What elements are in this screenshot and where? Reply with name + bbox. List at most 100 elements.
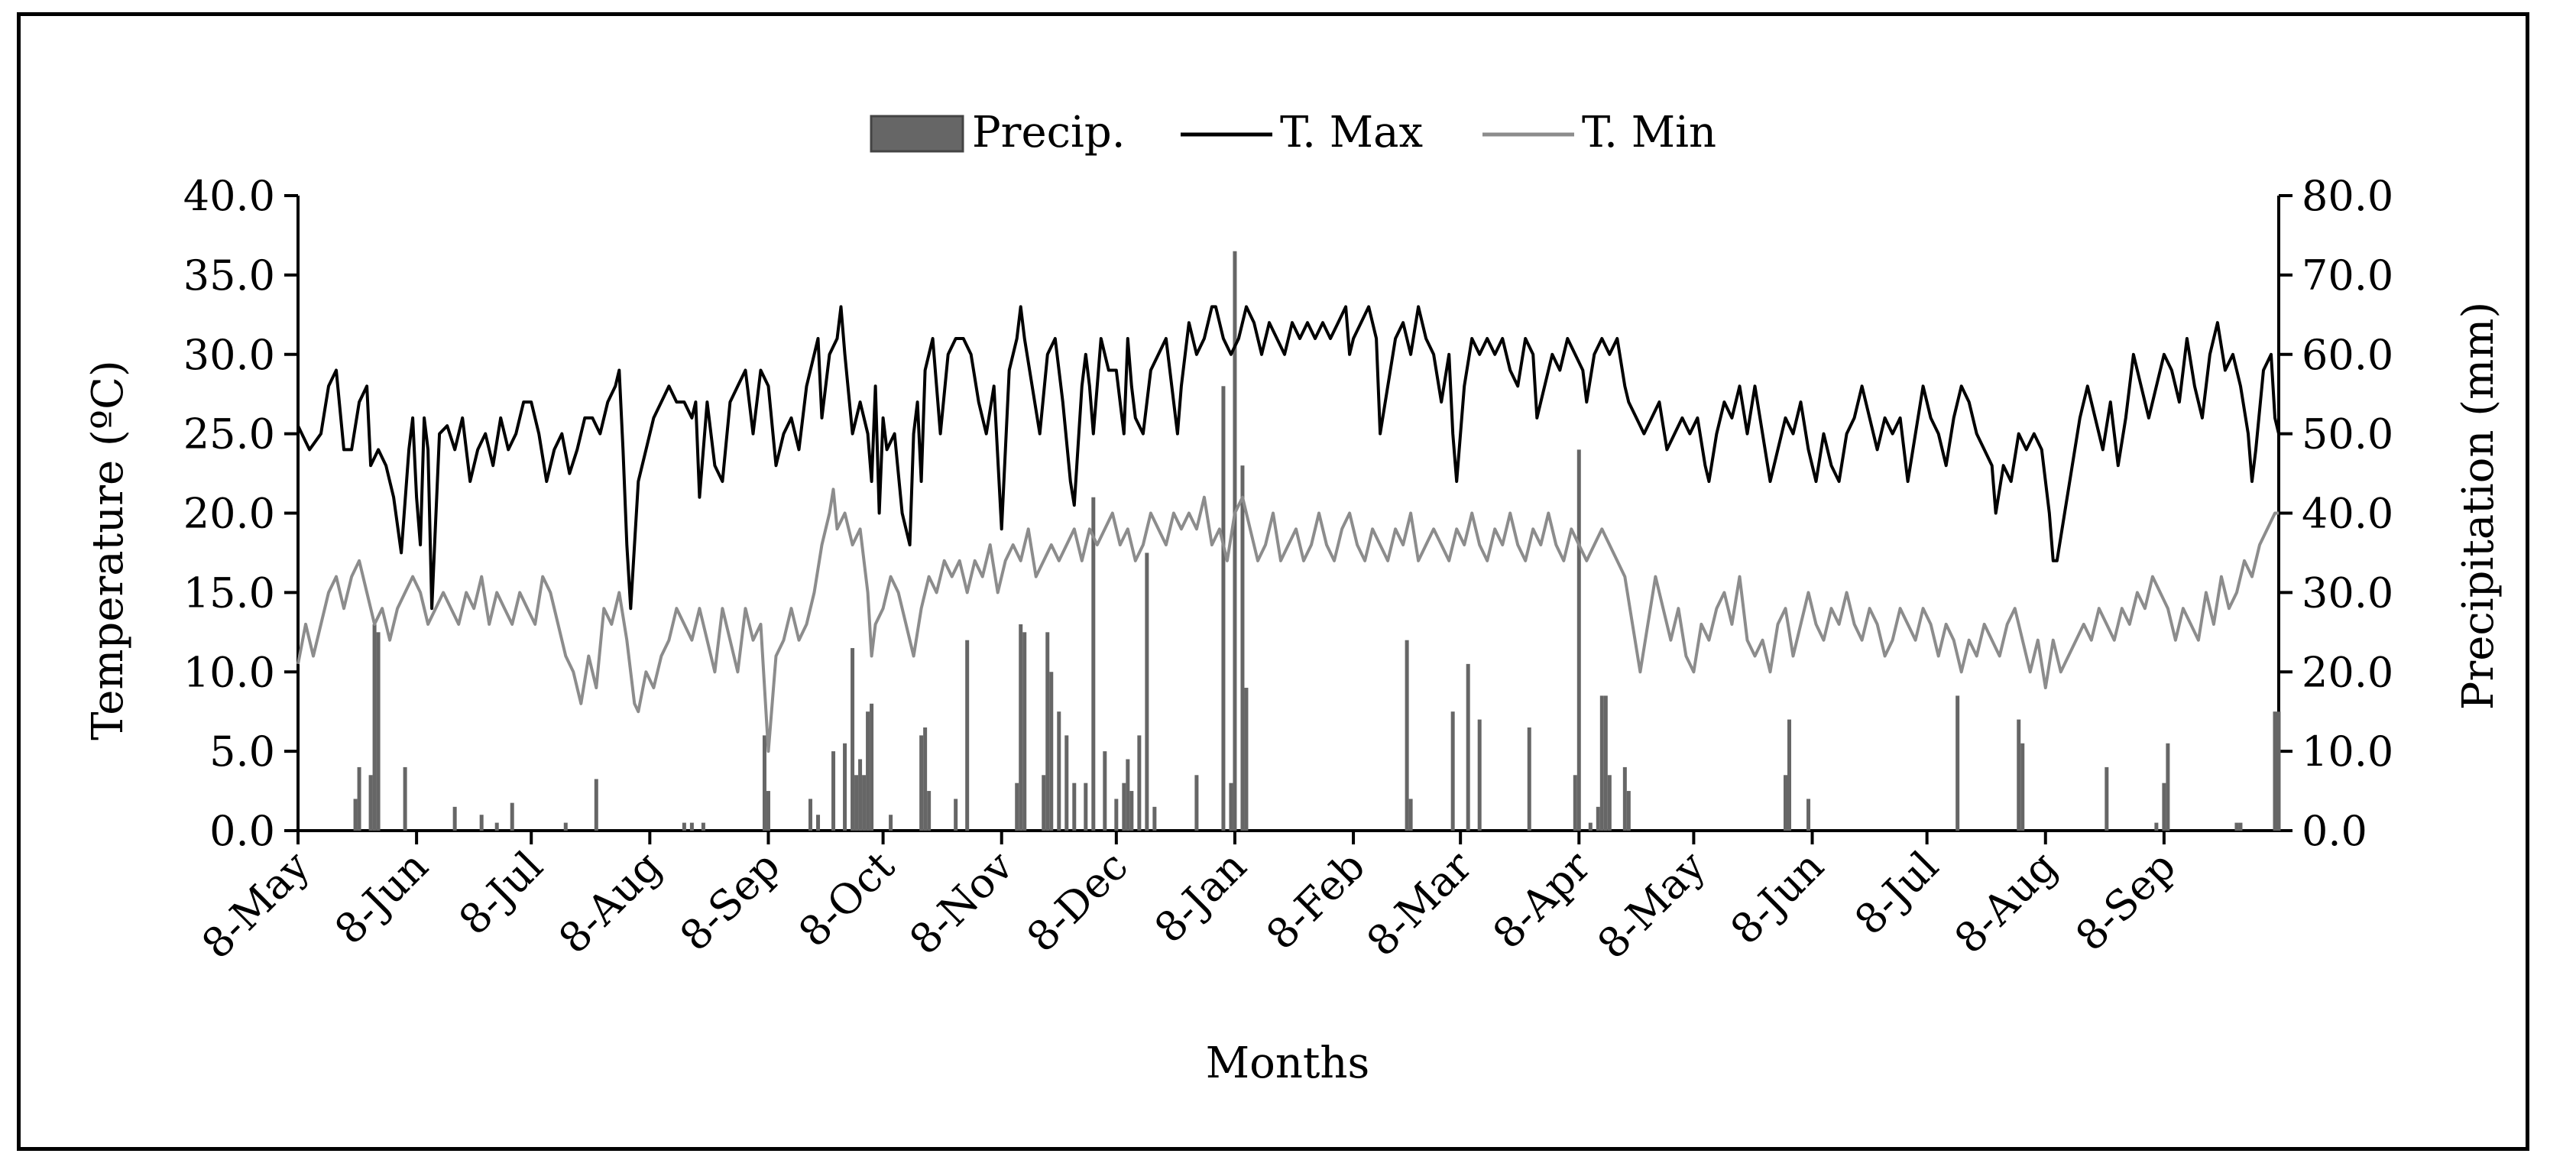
x-tick-label: 8-May bbox=[1588, 841, 1715, 968]
y-left-tick-label: 30.0 bbox=[183, 331, 275, 379]
precip-bar bbox=[1137, 735, 1142, 831]
precip-bar bbox=[1194, 775, 1199, 831]
precip-bar bbox=[1229, 783, 1233, 831]
precip-bar bbox=[682, 822, 686, 831]
precip-bar bbox=[2238, 822, 2243, 831]
precip-bar bbox=[1573, 775, 1577, 831]
precip-bar bbox=[2276, 711, 2281, 831]
y-right-tick-label: 60.0 bbox=[2302, 331, 2393, 379]
precip-bar bbox=[1405, 640, 1409, 831]
precip-bar bbox=[372, 624, 377, 831]
precip-bar bbox=[923, 727, 928, 831]
x-axis-title: Months bbox=[1206, 1039, 1369, 1088]
precip-bar bbox=[862, 775, 867, 831]
x-tick-label: 8-Apr bbox=[1483, 842, 1599, 958]
precip-bar bbox=[1806, 799, 1811, 831]
precip-bar bbox=[1152, 806, 1157, 831]
x-tick-label: 8-Jun bbox=[1721, 842, 1832, 954]
precip-bar bbox=[1114, 799, 1119, 831]
precip-bar bbox=[1103, 751, 1107, 831]
precip-bar bbox=[2017, 719, 2021, 831]
precip-bar bbox=[1019, 624, 1023, 831]
x-tick-label: 8-May bbox=[193, 841, 319, 968]
precip-bar bbox=[1477, 719, 1482, 831]
precip-bars bbox=[353, 251, 2281, 831]
y-right-tick-label: 30.0 bbox=[2302, 569, 2393, 617]
y-left-tick-label: 35.0 bbox=[183, 251, 275, 300]
precip-bar bbox=[479, 815, 484, 831]
precip-bar bbox=[1057, 711, 1061, 831]
precip-bar bbox=[494, 822, 499, 831]
y-left-tick-label: 40.0 bbox=[183, 172, 275, 220]
precip-bar bbox=[353, 799, 358, 831]
precip-bar bbox=[2162, 783, 2166, 831]
precip-bar bbox=[2020, 743, 2025, 831]
x-tick-label: 8-Feb bbox=[1257, 842, 1374, 959]
precip-bar bbox=[1596, 806, 1600, 831]
precip-bar bbox=[927, 791, 932, 831]
y-left-tick-label: 5.0 bbox=[209, 727, 275, 776]
legend-precip-swatch bbox=[870, 115, 964, 153]
precip-bar bbox=[1084, 783, 1088, 831]
precip-bar bbox=[1072, 783, 1077, 831]
precip-bar bbox=[403, 766, 407, 831]
precip-bar bbox=[1091, 497, 1096, 831]
tmin-line bbox=[296, 488, 2279, 753]
precip-bar bbox=[2234, 822, 2239, 831]
precip-bar bbox=[1221, 386, 1226, 831]
legend-tmax-label: T. Max bbox=[1280, 108, 1423, 157]
precip-bar bbox=[1233, 251, 1237, 831]
x-tick-label: 8-Mar bbox=[1358, 842, 1482, 966]
precip-bar bbox=[1527, 727, 1531, 831]
tmax-line bbox=[296, 305, 2280, 611]
precip-bar bbox=[1022, 632, 1027, 831]
precip-bar bbox=[1145, 552, 1149, 831]
precip-bar bbox=[1244, 688, 1249, 831]
precip-bar bbox=[1129, 791, 1134, 831]
x-tick-label: 8-Aug bbox=[1946, 842, 2066, 963]
y-left-tick-label: 10.0 bbox=[183, 648, 275, 696]
precip-bar bbox=[594, 779, 598, 831]
precip-bar bbox=[870, 703, 874, 831]
precip-bar bbox=[1042, 775, 1046, 831]
precip-bar bbox=[1408, 799, 1413, 831]
y-right-tick-label: 70.0 bbox=[2302, 251, 2393, 300]
precip-bar bbox=[2273, 711, 2277, 831]
precip-bar bbox=[689, 822, 694, 831]
axes: 0.0 5.0 10.0 15.0 20.0 25.0 30.0 35.0 40.0 0.0 10.… bbox=[183, 172, 2393, 968]
precip-bar bbox=[808, 799, 813, 831]
y-left-tick-label: 20.0 bbox=[183, 490, 275, 538]
y-left-tick-label: 15.0 bbox=[183, 569, 275, 617]
precip-bar bbox=[851, 648, 855, 831]
y-axis-right-title: Precipitation (mm) bbox=[2454, 302, 2503, 710]
precip-bar bbox=[1122, 783, 1126, 831]
y-left-tick-label: 25.0 bbox=[183, 410, 275, 459]
precip-bar bbox=[858, 759, 863, 831]
precip-bar bbox=[368, 775, 373, 831]
precip-bar bbox=[1466, 663, 1470, 831]
y-left-tick-label: 0.0 bbox=[209, 807, 275, 855]
precip-bar bbox=[1787, 719, 1792, 831]
x-tick-label: 8-Jul bbox=[450, 842, 552, 945]
precip-bar bbox=[919, 735, 924, 831]
precip-bar bbox=[766, 791, 770, 831]
precip-bar bbox=[1622, 766, 1627, 831]
precip-bar bbox=[954, 799, 958, 831]
precip-bar bbox=[1450, 711, 1455, 831]
x-tick-label: 8-Oct bbox=[789, 841, 904, 956]
precip-bar bbox=[1955, 695, 1960, 831]
legend: Precip. T. Max T. Min bbox=[870, 108, 1716, 157]
precip-bar bbox=[1045, 632, 1050, 831]
precip-bar bbox=[866, 711, 870, 831]
temperature-lines bbox=[296, 305, 2280, 753]
precip-bar bbox=[889, 815, 893, 831]
y-right-tick-label: 10.0 bbox=[2302, 727, 2393, 776]
y-right-tick-label: 20.0 bbox=[2302, 648, 2393, 696]
precip-bar bbox=[831, 751, 836, 831]
precip-bar bbox=[563, 822, 568, 831]
x-tick-label: 8-Jun bbox=[326, 842, 437, 954]
y-right-tick-label: 80.0 bbox=[2302, 172, 2393, 220]
precip-bar bbox=[965, 640, 970, 831]
x-tick-label: 8-Jul bbox=[1845, 842, 1948, 945]
